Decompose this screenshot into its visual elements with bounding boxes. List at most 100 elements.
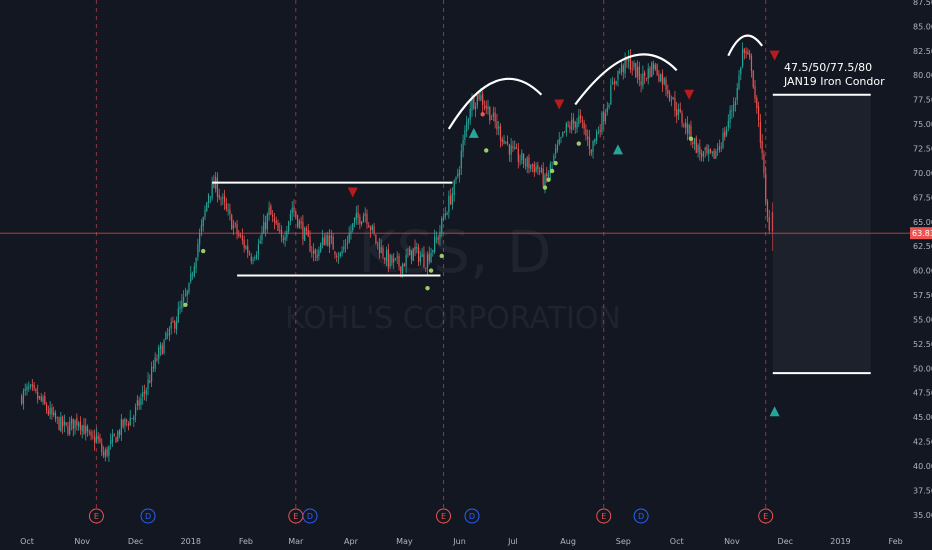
candle-body [247,245,249,253]
candle-body [291,208,293,214]
earnings-event-label: E [763,512,768,521]
earnings-event-label: E [293,512,298,521]
candle-body [161,345,163,355]
candle-body [418,247,420,263]
signal-dot [480,112,485,117]
earnings-event-label: E [94,512,99,521]
candle-body [615,80,617,84]
candle-body [336,255,338,258]
price-tick-label: 42.50 [913,438,932,447]
candle-body [489,106,491,121]
candle-body [708,149,710,154]
dividend-event-icon [140,508,156,524]
candle-body [651,62,653,77]
earnings-event-label: E [601,512,606,521]
candle-body [581,120,583,122]
candle-body [302,222,304,240]
candle-body [366,213,368,224]
price-tick-label: 85.00 [913,22,932,31]
candle-body [750,56,753,71]
candle-body [115,437,117,443]
candle-body [316,254,318,259]
candle-body [765,173,767,202]
candle-body [382,248,384,257]
candle-body [747,51,749,55]
candle-body [118,430,121,435]
candle-body [553,155,555,162]
candle-body [733,104,735,112]
candle-body [149,380,151,383]
candle-body [26,386,28,390]
candle-body [702,151,704,157]
price-tick-label: 40.00 [913,462,932,471]
candle-body [74,419,76,428]
candle-body [635,63,637,78]
candle-body [156,358,158,361]
price-tick-label: 55.00 [913,315,932,324]
candle-body [325,235,327,245]
candle-body [364,213,366,216]
candle-body [455,177,457,181]
candle-body [104,449,106,458]
candle-body [97,436,99,440]
price-tick-label: 60.00 [913,267,932,276]
candle-body [377,242,379,243]
candle-body [460,150,462,169]
signal-dot [183,302,188,307]
candle-body [613,81,615,84]
candle-body [523,153,525,165]
candle-body [102,452,105,456]
earnings-event-icon [758,508,774,524]
candle-body [745,51,747,54]
signal-dot [428,268,434,273]
candle-body [407,254,409,256]
candle-body [668,92,671,100]
candle-body [503,140,505,144]
candle-body [86,426,89,432]
time-axis[interactable]: Oct Nov Dec 2018 Feb Mar Apr May Jun Jul Aug Sep Oct… [20,537,903,546]
event-markers: E E E E ED D D D [88,508,774,524]
candle-body [177,308,179,323]
time-tick-label: Apr [344,537,359,546]
time-tick-label: Jul [507,537,518,546]
candle-body [268,207,270,216]
candle-body [158,347,160,359]
candle-body [658,74,660,82]
iron-condor-annotation: 47.5/50/77.5/80 JAN19 Iron Condor [783,61,885,88]
candle-body [186,290,188,296]
candle-body [122,419,124,427]
candle-body [359,216,361,224]
candle-body [494,112,496,122]
candle-body [259,240,261,244]
candle-body [47,410,49,415]
candle-body [126,420,128,422]
candle-body [56,417,58,419]
candle-body [183,296,185,302]
price-axis[interactable]: 35.00 37.50 40.00 42.50 45.00 47.50 50.00 52.50… [910,0,932,550]
candle-body [683,124,685,127]
candle-body [353,217,356,223]
candle-body [556,144,559,150]
candle-body [240,235,242,237]
price-tick-label: 87.50 [913,0,932,7]
candle-body [498,126,500,129]
candle-body [594,138,596,143]
candle-body [263,221,265,234]
candle-body [60,416,62,431]
candle-body [385,250,388,262]
candle-body [384,258,386,260]
candle-body [688,124,690,134]
candle-body [419,256,421,262]
candle-body [394,258,397,259]
price-tick-label: 72.50 [913,144,932,153]
candle-body [337,257,340,259]
candle-body [706,146,708,154]
candle-body [537,165,539,170]
price-tick-label: 77.50 [913,96,932,105]
dividend-event-label: D [145,512,151,521]
candle-body [191,275,194,277]
candle-body [65,422,67,425]
candle-body [451,193,454,205]
candle-body [357,212,359,218]
